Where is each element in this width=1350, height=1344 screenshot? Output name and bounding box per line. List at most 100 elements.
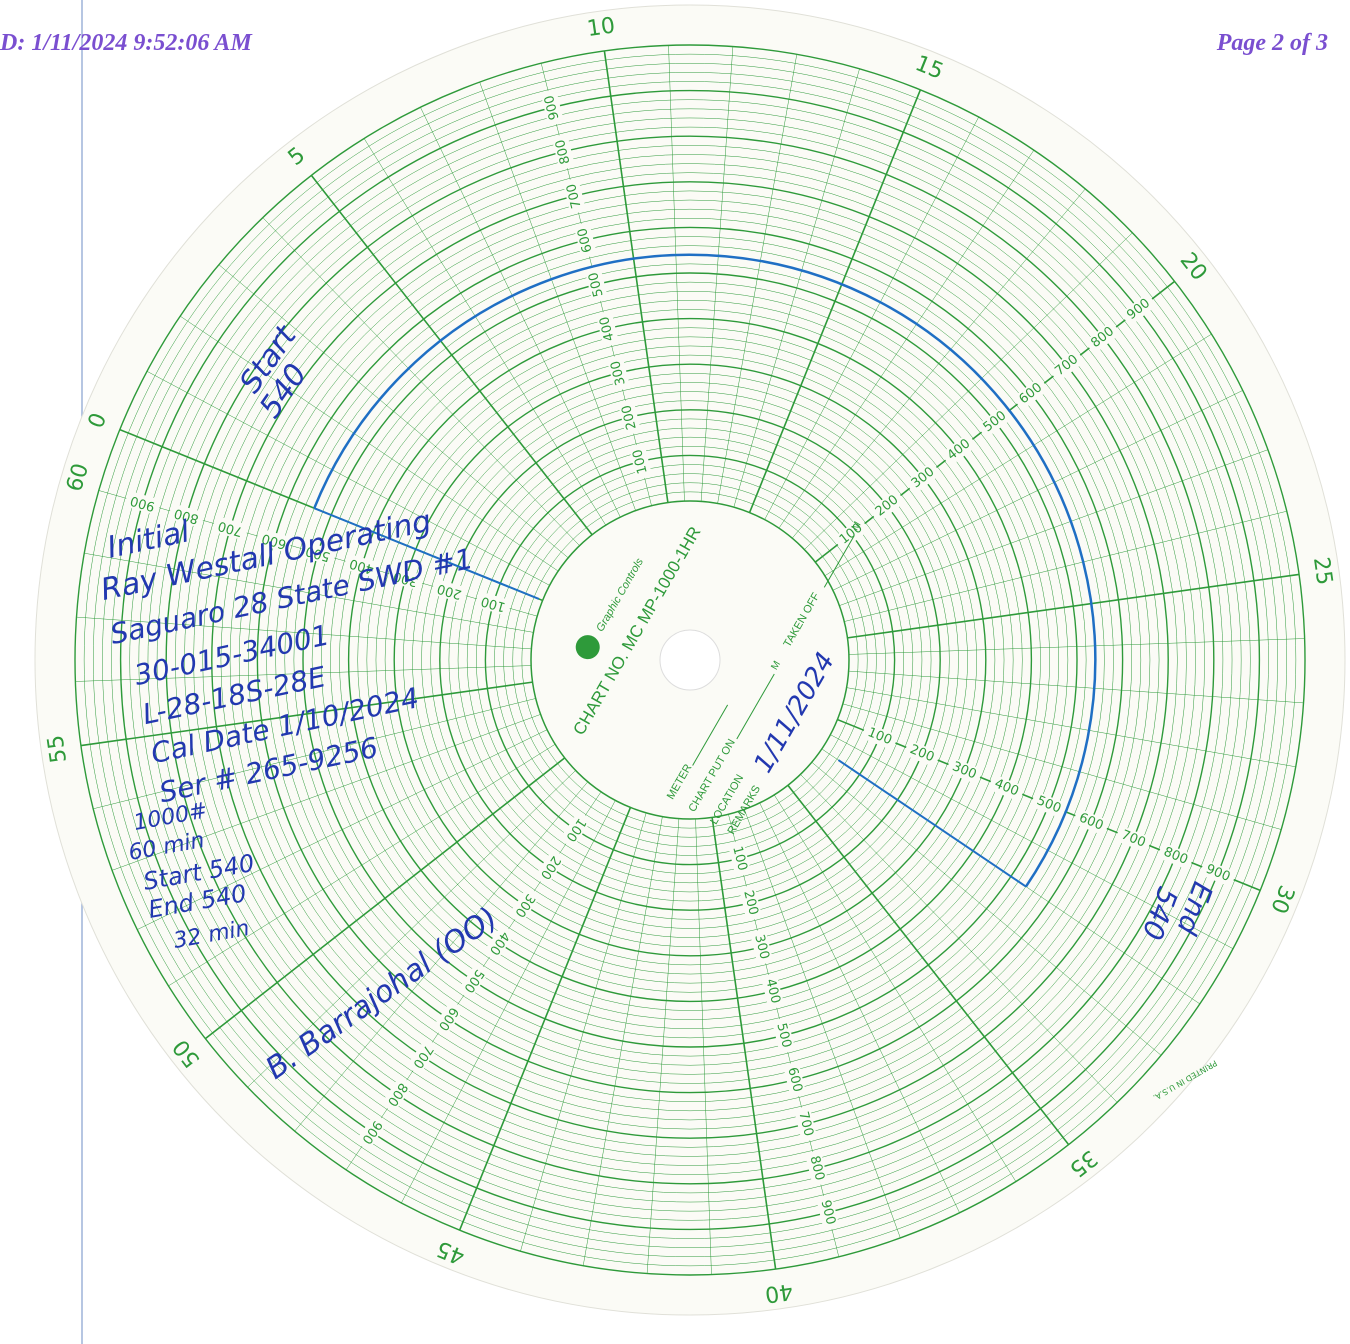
pressure-label: 900 <box>129 492 157 513</box>
label-bg <box>533 848 567 886</box>
pressure-ring <box>521 491 859 829</box>
label-bg <box>255 528 293 554</box>
pressure-label: 500 <box>773 1022 794 1050</box>
chart-grid <box>74 44 1306 1276</box>
label-bg <box>945 757 984 785</box>
minute-line <box>401 800 616 1204</box>
label-bg <box>976 404 1014 439</box>
minute-line <box>204 757 566 1040</box>
minute-line <box>520 812 647 1252</box>
minute-line <box>832 390 1243 591</box>
minute-line <box>844 510 1287 622</box>
pressure-label: 800 <box>806 1154 827 1182</box>
pressure-ring <box>193 163 1187 1157</box>
label-bg <box>482 924 516 962</box>
pressure-ring <box>256 226 1124 1094</box>
minute-line <box>582 816 663 1266</box>
logo <box>575 635 600 660</box>
pressure-ring <box>448 418 932 902</box>
label-bg <box>793 1105 818 1143</box>
minute-line <box>180 315 559 572</box>
minute-line <box>759 802 960 1213</box>
minute-line <box>80 681 533 747</box>
minute-line <box>787 784 1070 1146</box>
pressure-ring <box>266 236 1114 1084</box>
pen-trace <box>313 253 1097 888</box>
label-bg <box>343 553 381 579</box>
minute-line <box>146 371 550 586</box>
pressure-ring <box>229 199 1151 1121</box>
minute-line <box>792 188 1086 539</box>
label-bg <box>804 1149 829 1187</box>
pressure-ring <box>302 272 1078 1048</box>
label-bg <box>987 774 1026 802</box>
minute-line <box>695 818 712 1275</box>
pressure-label: 600 <box>260 530 288 551</box>
label-bg <box>617 398 642 436</box>
pressure-ring <box>476 446 904 874</box>
pressure-ring <box>92 62 1288 1258</box>
pressure-ring <box>393 363 987 957</box>
field-rule <box>823 535 855 588</box>
pressure-label: 400 <box>762 977 783 1005</box>
label-bg <box>1156 842 1195 871</box>
minute-line <box>76 616 532 650</box>
label-bg <box>1072 808 1110 836</box>
label-bg <box>815 1194 840 1231</box>
pressure-ring <box>484 454 896 866</box>
minute-line <box>420 107 621 518</box>
minute-line <box>168 744 556 987</box>
minute-line <box>830 734 1234 949</box>
pressure-ring <box>220 190 1160 1130</box>
pressure-label: 600 <box>784 1066 805 1094</box>
pressure-ring <box>494 464 886 856</box>
minute-line <box>800 774 1118 1103</box>
label-bg <box>1012 376 1050 411</box>
pressure-ring <box>357 327 1023 993</box>
pressure-ring <box>129 99 1251 1221</box>
label-bg <box>868 489 906 523</box>
label-bg <box>832 517 870 551</box>
center-hole <box>659 629 721 691</box>
pressure-label: 200 <box>740 889 761 917</box>
minute-label: 10 <box>586 13 617 42</box>
pressure-label: 900 <box>542 94 563 122</box>
minute-line <box>458 807 632 1231</box>
pressure-ring <box>375 345 1005 975</box>
minute-line <box>764 116 979 520</box>
label-bg <box>540 89 565 126</box>
minute-line <box>839 449 1268 606</box>
minute-line <box>262 217 580 546</box>
label-bg <box>771 1017 796 1054</box>
minute-line <box>778 150 1035 529</box>
pressure-ring <box>403 373 977 947</box>
label-bg <box>595 310 620 348</box>
label-bg <box>380 1075 414 1113</box>
pressure-ring <box>74 44 1306 1276</box>
pressure-ring <box>439 409 941 911</box>
label-bg <box>562 177 587 215</box>
minute-line <box>646 818 680 1274</box>
pressure-ring <box>238 208 1142 1112</box>
label-bg <box>406 1037 439 1076</box>
minute-line <box>848 638 1305 655</box>
pressure-ring <box>503 473 877 847</box>
label-bg <box>387 566 425 591</box>
trace-rise <box>313 507 540 600</box>
minute-line <box>842 703 1282 830</box>
label-bg <box>1114 825 1153 853</box>
label-bg <box>299 540 337 566</box>
pressure-ring <box>175 145 1205 1175</box>
pressure-label: 200 <box>619 403 640 431</box>
pressure-ring <box>320 290 1060 1030</box>
label-bg <box>551 133 576 171</box>
pressure-ring <box>147 117 1233 1203</box>
pressure-ring <box>293 263 1087 1057</box>
pressure-ring <box>165 135 1215 1185</box>
pressure-ring <box>421 391 959 929</box>
minute-line <box>848 670 1304 704</box>
label-bg <box>940 433 978 467</box>
pressure-ring <box>512 482 868 838</box>
pressure-ring <box>83 53 1297 1267</box>
pressure-ring <box>457 427 923 893</box>
